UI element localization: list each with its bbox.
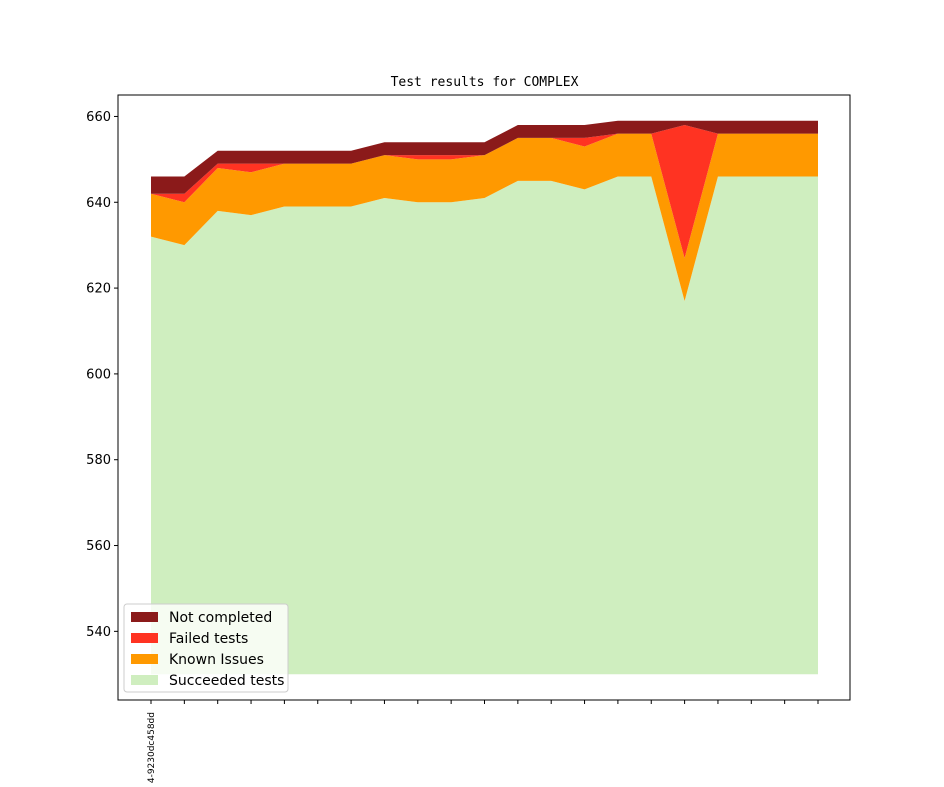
area-failed-tests: [151, 125, 818, 259]
x-tick-label: 4-9230dc458dd: [147, 712, 157, 783]
legend-label-succeeded-tests: Succeeded tests: [169, 673, 284, 689]
area-not-completed: [151, 120, 818, 194]
legend-label-not-completed: Not completed: [169, 610, 272, 626]
area-known-issues: [151, 133, 818, 301]
legend-label-failed-tests: Failed tests: [169, 631, 248, 647]
legend: Not completed Failed tests Known Issues Suc…: [123, 603, 289, 693]
y-tick-label: 620: [86, 282, 111, 297]
legend-label-known-issues: Known Issues: [169, 652, 264, 668]
area-layers: [151, 120, 818, 675]
y-tick-label: 640: [86, 196, 111, 211]
legend-swatch-not-completed: [131, 612, 158, 622]
legend-swatch-known-issues: [131, 654, 158, 664]
y-tick-label: 660: [86, 110, 111, 125]
legend-swatch-succeeded-tests: [131, 675, 158, 685]
y-tick-label: 600: [86, 367, 111, 382]
legend-box: [123, 603, 289, 693]
y-tick-label: 540: [86, 625, 111, 640]
chart-title: Test results for COMPLEX: [391, 75, 579, 90]
y-tick-label: 560: [86, 539, 111, 554]
x-axis: 4-9230dc458dd: [147, 700, 819, 783]
y-axis: 540 560 580 600 620 640 660: [86, 110, 118, 640]
legend-swatch-failed-tests: [131, 633, 158, 643]
area-succeeded-tests: [151, 176, 818, 675]
y-tick-label: 580: [86, 453, 111, 468]
